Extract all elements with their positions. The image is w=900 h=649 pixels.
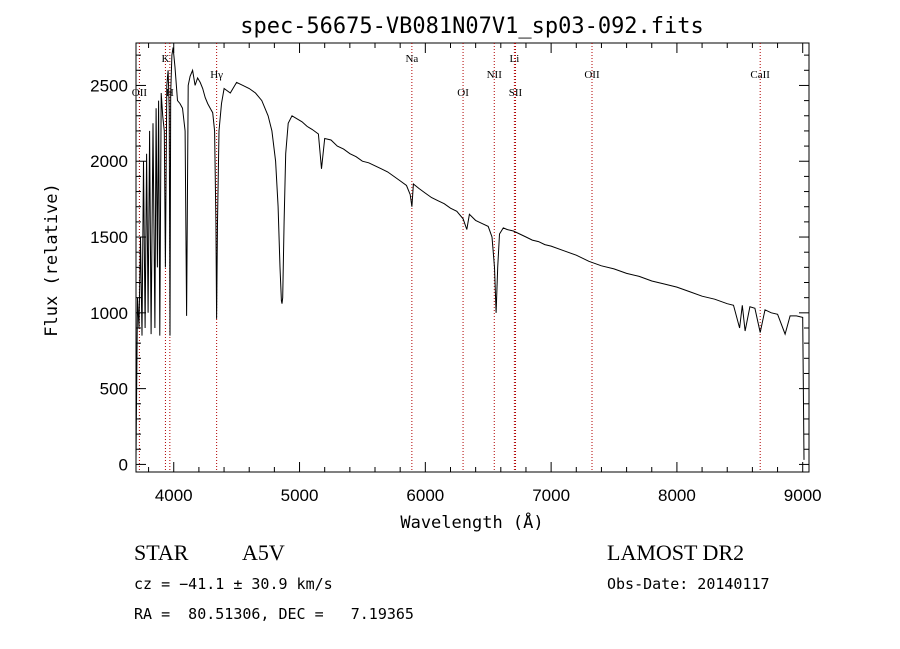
spectrum-line (135, 47, 805, 460)
line-marker-label: K (161, 53, 169, 65)
line-marker-label: Hγ (210, 69, 223, 81)
line-marker-label: NII (487, 69, 503, 81)
x-axis-label: Wavelength (Å) (400, 511, 543, 533)
x-tick-label: 7000 (532, 486, 570, 505)
object-subclass: A5V (242, 540, 285, 565)
x-tick-label: 5000 (281, 486, 319, 505)
survey-name: LAMOST DR2 (607, 540, 745, 565)
line-marker-label: OII (584, 69, 600, 81)
y-tick-label: 500 (100, 380, 128, 399)
redshift-line: cz = −41.1 ± 30.9 km/s (134, 575, 333, 593)
obs-date: Obs-Date: 20140117 (607, 575, 770, 593)
line-marker-label: Li (509, 53, 519, 65)
line-marker-label: OI (457, 87, 469, 99)
object-class: STAR (134, 540, 189, 565)
line-marker-label: H (166, 87, 174, 99)
line-marker-label: CaII (750, 69, 770, 81)
line-marker-label: OII (132, 87, 148, 99)
axis-ticks: 4000 5000 6000 7000 8000 9000 0 500 1000 1500 2000… (90, 43, 822, 505)
x-tick-label: 9000 (784, 486, 822, 505)
y-tick-label: 2000 (90, 152, 128, 171)
y-tick-label: 0 (119, 455, 128, 474)
emission-line-markers: OII K H Hγ Na OI NII Li SII OII CaII (132, 43, 770, 472)
y-tick-label: 2500 (90, 76, 128, 95)
y-axis-label: Flux (relative) (42, 183, 62, 337)
y-tick-label: 1000 (90, 304, 128, 323)
x-tick-label: 8000 (658, 486, 696, 505)
line-marker-label: SII (509, 87, 523, 99)
y-tick-label: 1500 (90, 228, 128, 247)
coordinates: RA = 80.51306, DEC = 7.19365 (134, 605, 414, 623)
plot-frame (135, 42, 810, 473)
chart-title: spec-56675-VB081N07V1_sp03-092.fits (240, 14, 704, 39)
x-tick-label: 4000 (155, 486, 193, 505)
x-tick-label: 6000 (406, 486, 444, 505)
line-marker-label: Na (405, 53, 418, 65)
